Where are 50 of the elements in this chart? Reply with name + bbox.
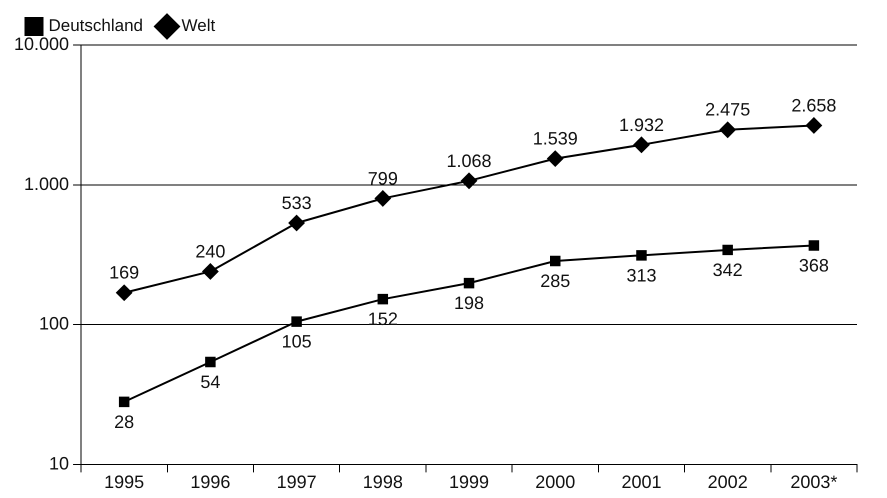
x-tick-label: 2000 — [535, 472, 576, 492]
point — [636, 250, 647, 261]
y-tick-label: 10.000 — [14, 34, 70, 54]
data-label: 169 — [109, 262, 140, 283]
x-tick-label: 1999 — [449, 472, 490, 492]
point — [720, 122, 736, 138]
point — [722, 244, 733, 256]
data-label: 2.658 — [791, 95, 836, 116]
data-label: 368 — [798, 255, 829, 276]
x-tick-label: 2003* — [790, 472, 838, 492]
point — [461, 172, 478, 189]
point — [374, 190, 391, 206]
data-label: 799 — [368, 168, 398, 188]
point — [205, 356, 216, 368]
x-tick-label: 1997 — [276, 472, 317, 492]
data-label: 1.932 — [618, 114, 664, 135]
point — [550, 256, 560, 266]
data-label: 2.475 — [705, 100, 750, 120]
point — [464, 278, 474, 288]
y-tick-label: 100 — [39, 314, 70, 334]
data-label: 313 — [626, 265, 656, 286]
legend-label: Welt — [182, 16, 216, 36]
data-label: 240 — [195, 241, 226, 262]
y-tick-label: 10 — [49, 453, 70, 474]
point — [288, 215, 305, 232]
data-label: 1.068 — [446, 150, 492, 171]
point — [118, 396, 130, 408]
data-label: 54 — [200, 372, 220, 392]
legend-label: Deutschland — [48, 16, 144, 36]
data-label: 105 — [282, 332, 312, 352]
x-tick-label: 2002 — [708, 472, 748, 492]
x-tick-label: 1995 — [104, 472, 144, 492]
data-label: 1.539 — [532, 128, 578, 149]
point — [378, 294, 388, 304]
point — [633, 136, 650, 153]
point — [808, 240, 820, 251]
x-tick-label: 1996 — [190, 472, 230, 492]
y-tick-label: 1.000 — [24, 174, 70, 194]
point — [806, 117, 822, 134]
point — [547, 150, 564, 167]
point — [291, 316, 302, 327]
data-label: 533 — [282, 192, 312, 213]
data-label: 28 — [114, 412, 134, 432]
data-label: 198 — [454, 293, 484, 314]
x-tick-label: 1998 — [362, 472, 403, 492]
data-label: 342 — [712, 260, 743, 280]
point — [202, 263, 218, 280]
data-label: 285 — [540, 270, 570, 291]
point — [116, 284, 132, 301]
x-tick-label: 2001 — [621, 472, 662, 492]
